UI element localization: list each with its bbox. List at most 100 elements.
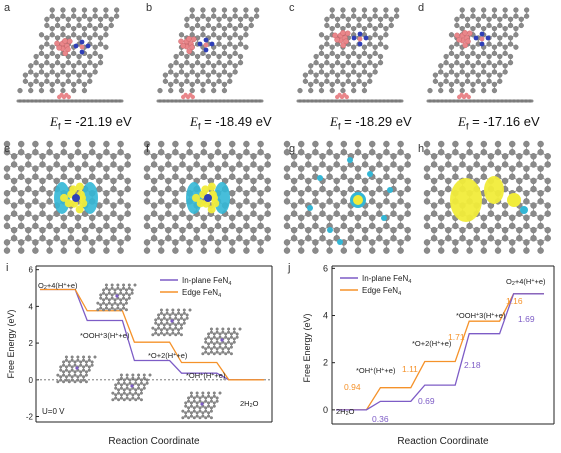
carbon-atoms [201, 327, 242, 356]
y-tick-label: 4 [29, 302, 34, 311]
inset-structure [96, 283, 137, 312]
structure-model-a [17, 7, 120, 94]
adsorbate-cluster [54, 38, 73, 57]
y-tick-label: 4 [323, 311, 328, 321]
density-lobes [186, 182, 230, 214]
panel-label-c: c [289, 2, 295, 14]
y-tick-label: 0 [323, 405, 328, 415]
nitrogen-atoms [473, 31, 491, 47]
inset-structure [56, 355, 97, 384]
species-label: *O+2(H++e) [148, 351, 188, 360]
panel-label-f: f [146, 143, 150, 155]
species-label: *OOH+3(H++e) [456, 311, 506, 320]
y-tick-label: 6 [29, 266, 34, 275]
chart-j: Free Energy (eV) Reaction Coordinate 0 2 4… [302, 263, 555, 447]
adsorbate-cluster [332, 30, 351, 49]
carbon-atoms [3, 140, 131, 254]
y-tick-label: -2 [26, 412, 34, 421]
species-label: 2H2O [336, 407, 355, 417]
series-line-edge [336, 293, 544, 411]
panel-label-j: j [288, 262, 291, 274]
charge-density-h [423, 140, 551, 254]
charge-density-g [283, 140, 411, 254]
x-axis-label: Reaction Coordinate [108, 436, 200, 447]
charge-density-f [143, 140, 271, 254]
panel-label-i: i [6, 262, 9, 274]
density-lobes [54, 182, 98, 214]
species-label: *OOH+3(H++e) [80, 331, 130, 340]
panel-label-b: b [146, 2, 153, 14]
formation-energy-c: Ef = -18.29 eV [330, 114, 412, 132]
y-tick-label: 6 [323, 263, 328, 273]
nitrogen-atoms [351, 31, 369, 47]
adsorbate-cluster [178, 36, 197, 55]
species-label: *OH+(H++e) [356, 366, 396, 375]
carbon-atoms [96, 283, 137, 312]
y-tick-label: 2 [323, 358, 328, 368]
panel-label-e: e [4, 143, 11, 155]
step-label-edge: 1.16 [506, 296, 523, 306]
structure-model-b [157, 7, 260, 94]
y-axis-label: Free Energy (eV) [302, 313, 312, 382]
step-label-edge: 0.94 [344, 382, 361, 392]
carbon-atoms [297, 7, 400, 94]
structure-model-c [297, 7, 400, 94]
panel-label-h: h [418, 143, 425, 155]
carbon-atoms [181, 391, 222, 420]
legend-label: In-plane FeN4 [182, 276, 232, 287]
density-lobes [307, 157, 393, 245]
carbon-bonds [434, 10, 528, 91]
inset-structure [111, 373, 152, 402]
legend-label: Edge FeN4 [182, 288, 222, 299]
step-label-edge: 1.11 [402, 364, 418, 374]
formation-energy-d: Ef = -17.16 eV [458, 114, 540, 132]
carbon-atoms [157, 7, 260, 94]
carbon-atoms [427, 7, 530, 94]
nitrogen-atoms [73, 39, 91, 55]
legend-label: Edge FeN4 [362, 286, 402, 297]
series-line-inplane [40, 288, 264, 381]
carbon-bonds [24, 10, 118, 91]
structure-model-d [427, 7, 530, 94]
x-axis-label: Reaction Coordinate [397, 436, 489, 447]
iron-atom [203, 42, 209, 48]
series-line-inplane [336, 293, 544, 411]
carbon-atoms [283, 140, 411, 254]
nitrogen-atoms [197, 37, 215, 53]
bias-label: U=0 V [42, 407, 65, 416]
species-label: O2+4(H++e) [38, 281, 78, 291]
iron-atom [357, 36, 363, 42]
iron-atom [479, 36, 485, 42]
formation-energy-b: Ef = -18.49 eV [190, 114, 272, 132]
y-axis-label: Free Energy (eV) [6, 309, 16, 378]
series-line-edge [40, 288, 264, 381]
step-label-inplane: 0.69 [418, 396, 435, 406]
side-view [156, 92, 264, 103]
side-view [426, 92, 534, 103]
adsorbate-cluster [454, 30, 473, 49]
side-view [16, 92, 124, 103]
inset-structure [151, 308, 192, 337]
carbon-bonds [164, 10, 258, 91]
carbon-atoms [56, 355, 97, 384]
legend-label: In-plane FeN4 [362, 274, 412, 285]
species-label: O2+4(H++e) [506, 277, 546, 287]
chart-i: Free Energy (eV) Reaction Coordinate U=0… [6, 265, 273, 447]
carbon-bonds [304, 10, 398, 91]
step-label-inplane: 1.69 [518, 314, 535, 324]
carbon-atoms [151, 308, 192, 337]
inset-structure [181, 391, 222, 420]
carbon-atoms [111, 373, 152, 402]
panel-label-g: g [289, 143, 296, 155]
panel-label-a: a [4, 2, 11, 14]
species-label: *OH+(H++e) [186, 371, 226, 380]
carbon-atoms [17, 7, 120, 94]
iron-atom [79, 44, 85, 50]
step-label-inplane: 0.36 [372, 414, 389, 424]
y-tick-label: 2 [29, 339, 34, 348]
side-view [296, 92, 404, 103]
formation-energy-a: Ef = -21.19 eV [50, 114, 132, 132]
inset-structure [201, 327, 242, 356]
species-label: 2H2O [240, 399, 259, 409]
charge-density-e [3, 140, 131, 254]
